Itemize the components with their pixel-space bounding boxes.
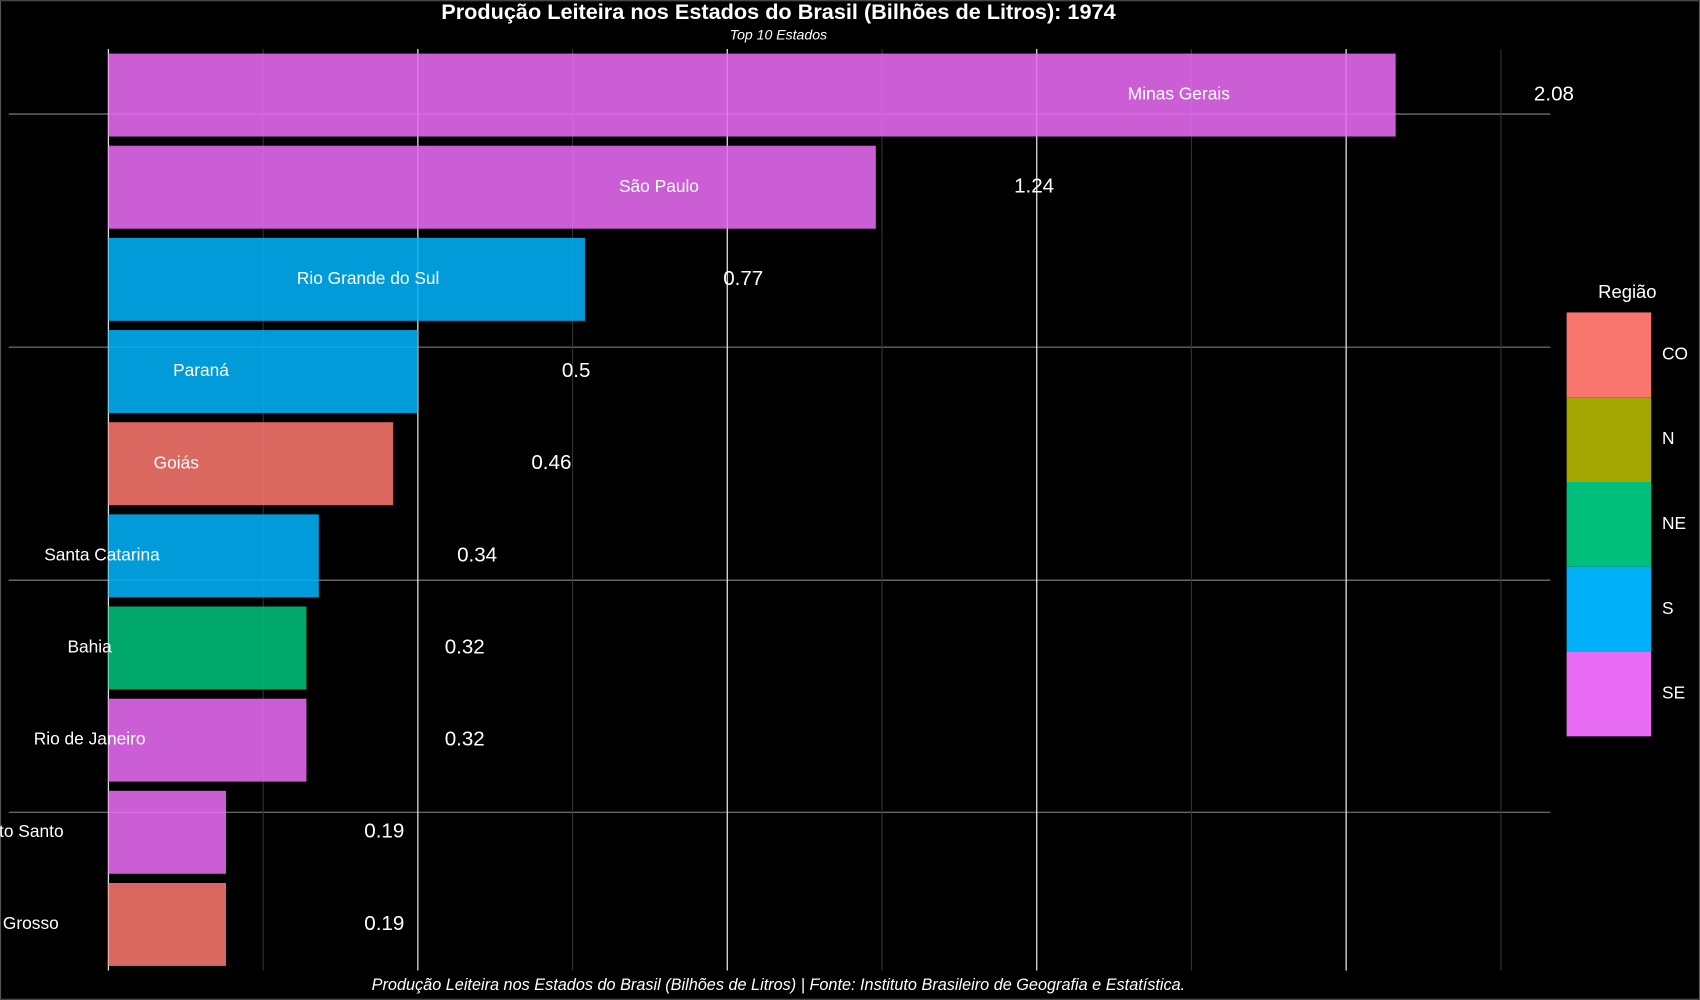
chart-title: Produção Leiteira nos Estados do Brasil … [441, 0, 1115, 24]
bar [108, 698, 307, 782]
value-label: 0.46 [531, 451, 571, 474]
value-label: 2.08 [1534, 82, 1574, 105]
legend-key [1566, 566, 1652, 652]
legend-title: Região [1598, 281, 1656, 302]
legend-label: S [1662, 598, 1674, 618]
bar-label: Espírito Santo [0, 821, 64, 841]
bar-label: São Paulo [619, 176, 699, 196]
bar [108, 53, 1396, 137]
bar [108, 606, 307, 690]
value-label: 0.32 [445, 728, 485, 751]
bar [108, 145, 876, 229]
value-label: 0.77 [723, 267, 763, 290]
chart-caption: Produção Leiteira nos Estados do Brasil … [372, 976, 1186, 994]
chart-subtitle: Top 10 Estados [730, 27, 827, 43]
value-label: 0.34 [457, 543, 497, 566]
legend-key [1566, 397, 1652, 483]
bar-label: Bahia [67, 637, 112, 657]
bar [108, 790, 227, 874]
legend-label: NE [1662, 513, 1686, 533]
value-label: 0.5 [562, 359, 591, 382]
bar-label: Paraná [173, 360, 229, 380]
legend-label: SE [1662, 683, 1685, 703]
value-label: 0.32 [445, 635, 485, 658]
legend-key [1566, 651, 1652, 737]
legend-label: N [1662, 428, 1675, 448]
legend-key [1566, 312, 1652, 398]
bar [108, 237, 585, 321]
bar-label: Rio Grande do Sul [297, 268, 440, 288]
bar [108, 330, 418, 413]
legend-label: CO [1662, 343, 1688, 363]
bar-label: Rio de Janeiro [34, 729, 146, 749]
bar-label: Minas Gerais [1128, 84, 1230, 104]
legend-key [1566, 482, 1652, 567]
bar-label: Mato Grosso [0, 913, 59, 933]
bar [108, 514, 319, 598]
value-label: 0.19 [364, 912, 404, 935]
bar [108, 422, 394, 506]
value-label: 1.24 [1014, 175, 1054, 198]
bar-label: Santa Catarina [44, 544, 160, 564]
value-label: 0.19 [364, 820, 404, 843]
bar [108, 882, 227, 966]
bar-label: Goiás [154, 452, 200, 472]
